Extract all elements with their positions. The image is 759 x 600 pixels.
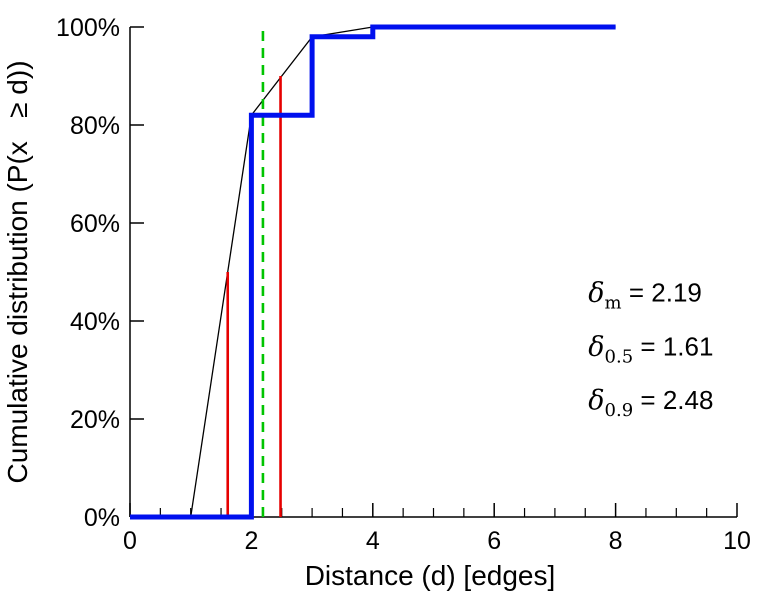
- delta-symbol: δ: [588, 331, 604, 362]
- delta-value: = 1.61: [633, 331, 713, 361]
- y-tick-label: 60%: [70, 210, 120, 238]
- delta-symbol: δ: [588, 277, 604, 308]
- y-axis-title: Cumulative distribution (P(x ≥ d)): [2, 60, 33, 483]
- x-tick-label: 6: [487, 527, 501, 555]
- x-tick-label: 2: [244, 527, 258, 555]
- annotation-delta-m: δm = 2.19: [588, 277, 702, 313]
- series-empirical-cdf-step: [130, 24, 616, 520]
- y-tick-label: 100%: [56, 14, 120, 42]
- annotation-delta-0.9: δ0.9 = 2.48: [588, 385, 713, 421]
- delta-subscript: 0.5: [605, 346, 634, 367]
- x-tick-label: 0: [123, 527, 137, 555]
- x-tick-label: 8: [609, 527, 623, 555]
- y-tick-label: 20%: [70, 406, 120, 434]
- y-tick-label: 80%: [70, 112, 120, 140]
- delta-subscript: 0.9: [605, 400, 634, 421]
- y-tick-label: 0%: [84, 504, 120, 532]
- delta-subscript: m: [605, 292, 622, 313]
- delta-value: = 2.19: [622, 277, 702, 307]
- delta-symbol: δ: [588, 385, 604, 416]
- x-tick-label: 10: [723, 527, 751, 555]
- annotation-delta-0.5: δ0.5 = 1.61: [588, 331, 713, 367]
- x-axis-title: Distance (d) [edges]: [305, 560, 556, 591]
- series-linear-interpolation-line: [190, 26, 616, 518]
- delta-value: = 2.48: [633, 385, 713, 415]
- y-tick-label: 40%: [70, 308, 120, 336]
- x-tick-label: 4: [366, 527, 380, 555]
